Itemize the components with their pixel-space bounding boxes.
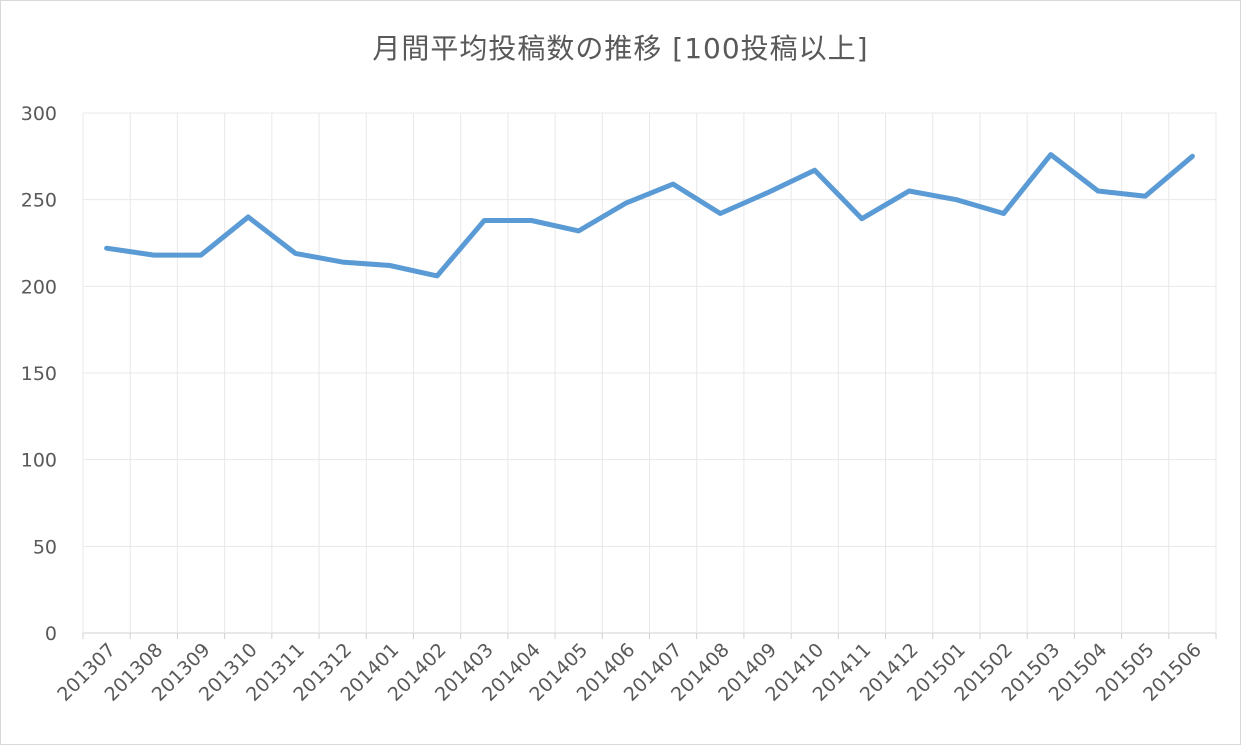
y-tick-label: 0 [45,623,57,645]
y-tick-label: 50 [33,536,57,558]
y-tick-label: 100 [21,450,57,472]
chart-title: 月間平均投稿数の推移 [100投稿以上] [372,32,869,65]
y-tick-label: 300 [21,103,57,125]
y-tick-label: 250 [21,190,57,212]
y-tick-label: 150 [21,363,57,385]
series-line [104,152,1195,279]
y-tick-label: 200 [21,276,57,298]
